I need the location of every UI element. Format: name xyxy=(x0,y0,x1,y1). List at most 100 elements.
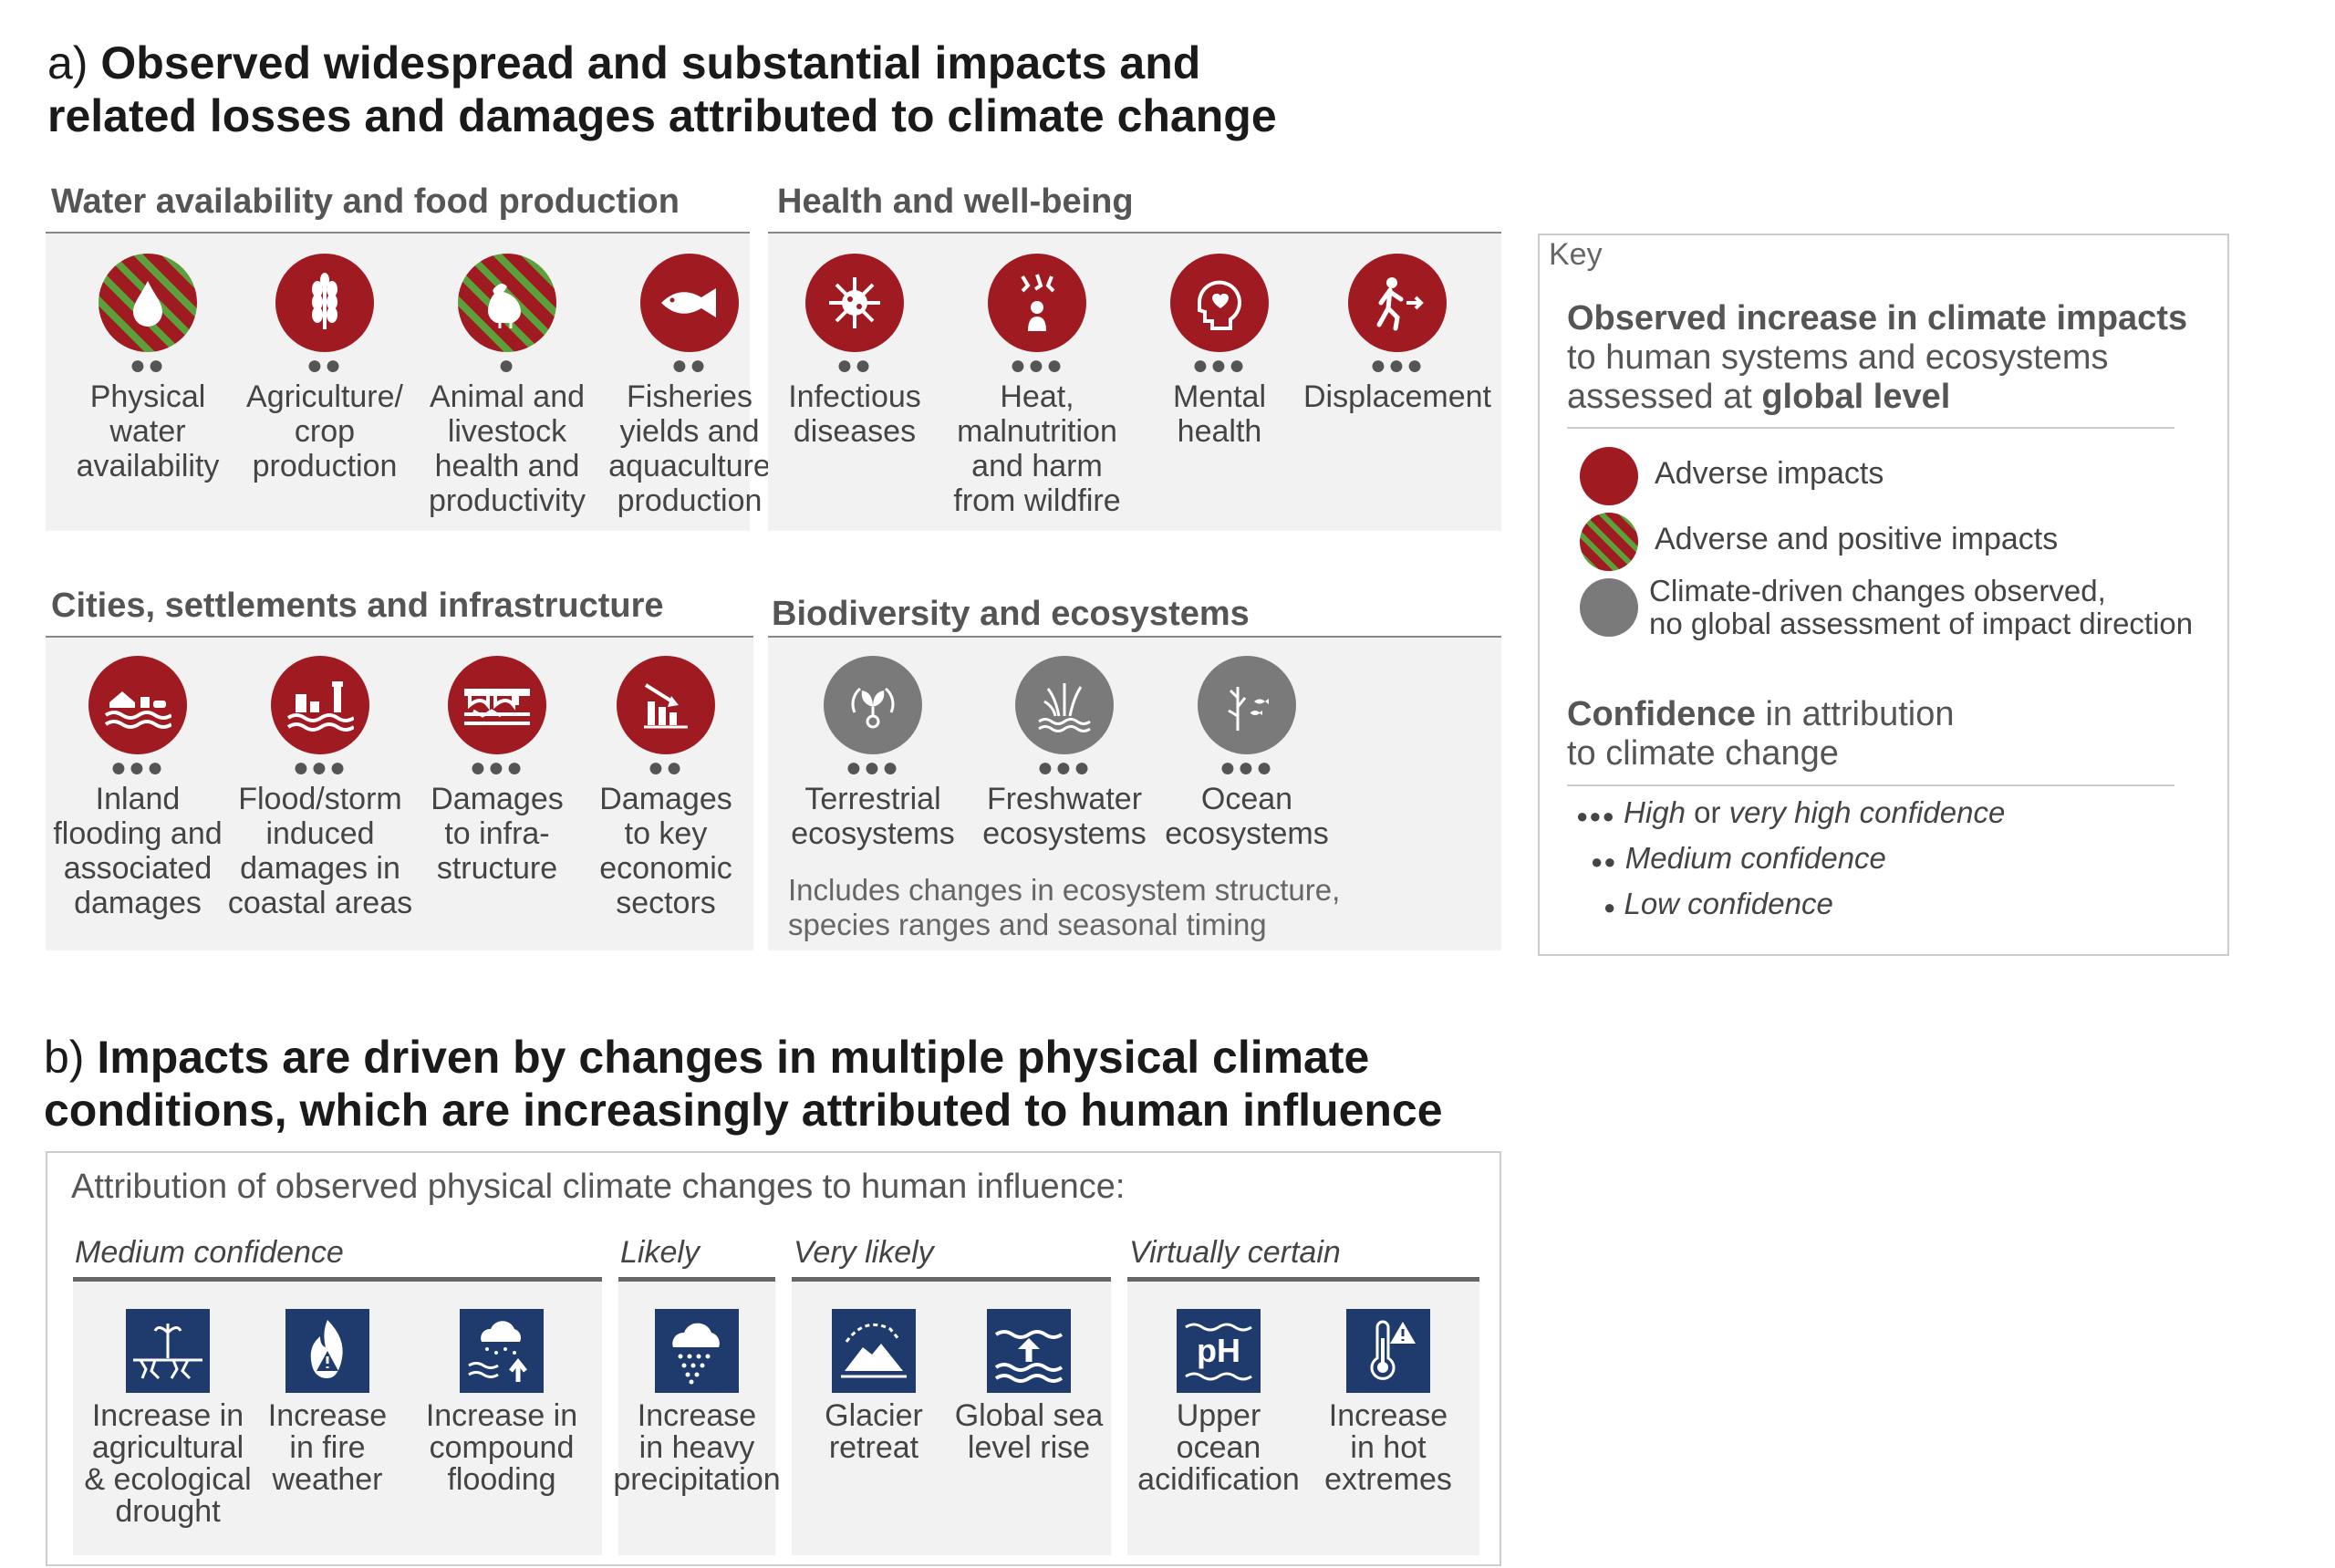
driver-fire-weather: Increase in fire weather xyxy=(259,1309,396,1496)
adverse-positive-swatch-icon xyxy=(1580,513,1638,571)
key-title: Key xyxy=(1549,237,1603,272)
ph-text: pH xyxy=(1197,1332,1240,1369)
item-label: Damages to infra- structure xyxy=(431,782,564,886)
key-confidence-heading: Confidence in attribution to climate cha… xyxy=(1567,695,1954,774)
terrestrial-icon xyxy=(824,656,922,754)
economic-chart-icon xyxy=(617,656,715,754)
glacier-icon xyxy=(832,1309,916,1393)
key-heading-line3: assessed at xyxy=(1567,378,1762,416)
virtually-certain-panel: pH Upper ocean acidification Increase in… xyxy=(1127,1282,1479,1555)
water-drop-icon xyxy=(99,254,197,352)
driver-drought: Increase in agricultural & ecological dr… xyxy=(77,1309,259,1528)
medium-confidence-rule xyxy=(73,1277,602,1282)
key-high-tail: very high confidence xyxy=(1728,795,2006,829)
item-label: Physical water availability xyxy=(76,379,220,483)
fish-icon xyxy=(640,254,739,352)
displacement-icon xyxy=(1348,254,1447,352)
driver-compound-flooding: Increase in compound flooding xyxy=(410,1309,593,1496)
key-high-mid: or xyxy=(1685,795,1729,829)
virtually-certain-rule xyxy=(1127,1277,1479,1282)
item-label: Mental health xyxy=(1172,379,1267,449)
coastal-flood-icon xyxy=(271,656,369,754)
confidence-dots: ●●● xyxy=(1369,350,1426,380)
bio-note-line1: Includes changes in ecosystem structure, xyxy=(788,873,1341,907)
section-b-title-line1: Impacts are driven by changes in multipl… xyxy=(97,1032,1370,1083)
adverse-swatch-icon xyxy=(1580,447,1638,505)
confidence-dots: ● xyxy=(497,350,517,380)
confidence-dots: ●● xyxy=(835,350,874,380)
confidence-dots: ●●● xyxy=(469,753,525,783)
key-low-dots: ● xyxy=(1603,896,1616,919)
driver-label: Upper ocean acidification xyxy=(1137,1398,1300,1497)
driver-label: Glacier retreat xyxy=(825,1398,923,1465)
driver-ocean-acidification: pH Upper ocean acidification xyxy=(1127,1309,1310,1496)
key-heading: Observed increase in climate impacts to … xyxy=(1567,299,2187,417)
item-label: Agriculture/ crop production xyxy=(246,379,403,483)
key-climate-driven-line2: no global assessment of impact direction xyxy=(1649,607,2194,640)
impact-item-fisheries: ●● Fisheries yields and aquaculture prod… xyxy=(598,254,781,518)
health-panel: ●● Infectious diseases ●●● Heat, malnutr… xyxy=(768,234,1501,531)
cities-rule xyxy=(46,636,753,638)
key-low-label: Low confidence xyxy=(1624,887,1833,920)
confidence-dots: ●●● xyxy=(1036,753,1093,783)
section-a-title-line2: related losses and damages attributed to… xyxy=(47,90,1277,141)
bio-note-line2: species ranges and seasonal timing xyxy=(788,908,1267,941)
heavy-rain-icon xyxy=(655,1309,739,1393)
key-confidence-line2: to climate change xyxy=(1567,734,1839,773)
impact-item-displacement: ●●● Displacement xyxy=(1297,254,1498,414)
likely-label: Likely xyxy=(620,1235,700,1270)
cities-panel: ●●● Inland flooding and associated damag… xyxy=(46,638,753,950)
confidence-dots: ●●● xyxy=(1219,753,1275,783)
driver-label: Increase in hot extremes xyxy=(1324,1398,1452,1497)
item-label: Freshwater ecosystems xyxy=(982,782,1147,851)
key-adverse-positive: Adverse and positive impacts xyxy=(1655,522,2059,556)
driver-hot-extremes: Increase in hot extremes xyxy=(1306,1309,1470,1496)
key-high-confidence: ●●● High or very high confidence xyxy=(1576,795,2005,830)
key-climate-driven: Climate-driven changes observed, no glob… xyxy=(1649,575,2193,640)
impact-item-terrestrial: ●●● Terrestrial ecosystems xyxy=(786,656,960,851)
impact-item-infectious: ●● Infectious diseases xyxy=(768,254,941,449)
water-panel: ●● Physical water availability ●● Agricu… xyxy=(46,234,771,531)
item-label: Inland flooding and associated damages xyxy=(53,782,223,920)
heat-icon xyxy=(988,254,1086,352)
impact-item-coastal-damages: ●●● Flood/storm induced damages in coast… xyxy=(224,656,416,920)
key-low-confidence: ● Low confidence xyxy=(1603,887,1833,921)
bridge-icon xyxy=(448,656,546,754)
bio-rule xyxy=(768,636,1501,638)
thermometer-icon xyxy=(1346,1309,1430,1393)
item-label: Terrestrial ecosystems xyxy=(791,782,955,851)
key-high-label: High xyxy=(1624,795,1686,829)
item-label: Fisheries yields and aquaculture product… xyxy=(608,379,771,518)
very-likely-label: Very likely xyxy=(794,1235,934,1270)
item-label: Displacement xyxy=(1303,379,1491,414)
impact-item-ocean: ●●● Ocean ecosystems xyxy=(1160,656,1334,851)
likely-panel: Increase in heavy precipitation xyxy=(613,1282,781,1555)
key-heading-bold: Observed increase in climate impacts xyxy=(1567,299,2188,337)
confidence-dots: ●●● xyxy=(1191,350,1248,380)
key-rule-1 xyxy=(1567,427,2174,429)
confidence-dots: ●● xyxy=(306,350,344,380)
confidence-dots: ●● xyxy=(129,350,167,380)
key-panel: Key Observed increase in climate impacts… xyxy=(1538,234,2229,956)
section-b-title: b) Impacts are driven by changes in mult… xyxy=(44,1031,1443,1137)
item-label: Damages to key economic sectors xyxy=(599,782,732,920)
driver-heavy-precipitation: Increase in heavy precipitation xyxy=(613,1309,781,1496)
water-category-title: Water availability and food production xyxy=(51,182,680,221)
key-climate-driven-line1: Climate-driven changes observed, xyxy=(1649,574,2106,607)
key-medium-dots: ●● xyxy=(1591,850,1617,873)
wheat-icon xyxy=(275,254,374,352)
section-b-letter: b) xyxy=(44,1032,85,1083)
item-label: Ocean ecosystems xyxy=(1165,782,1329,851)
impact-item-agriculture: ●● Agriculture/ crop production xyxy=(243,254,407,483)
confidence-dots: ●●● xyxy=(109,753,166,783)
climate-driven-swatch-icon xyxy=(1580,578,1638,637)
key-confidence-rest: in attribution xyxy=(1755,695,1955,733)
key-adverse: Adverse impacts xyxy=(1655,456,1884,491)
confidence-dots: ●●● xyxy=(292,753,348,783)
impact-item-freshwater: ●●● Freshwater ecosystems xyxy=(978,656,1151,851)
item-label: Infectious diseases xyxy=(788,379,921,449)
mental-health-icon xyxy=(1170,254,1269,352)
bio-panel: ●●● Terrestrial ecosystems ●●● Freshwate… xyxy=(768,638,1501,950)
ph-icon: pH xyxy=(1177,1309,1261,1393)
section-a-title-line1: Observed widespread and substantial impa… xyxy=(100,37,1201,88)
